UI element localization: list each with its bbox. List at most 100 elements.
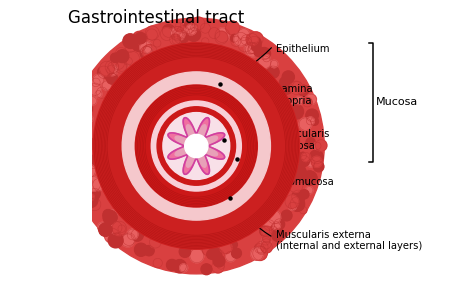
Circle shape [117,61,127,71]
Circle shape [95,91,102,98]
Circle shape [91,78,100,87]
Circle shape [257,246,265,255]
Polygon shape [168,118,225,174]
Circle shape [187,28,201,41]
Circle shape [107,65,118,76]
Circle shape [274,219,284,230]
Circle shape [231,36,241,46]
Circle shape [300,206,307,214]
Circle shape [253,246,267,260]
Circle shape [201,264,212,275]
Circle shape [125,41,136,52]
Polygon shape [175,125,218,167]
Circle shape [213,249,224,261]
Circle shape [231,34,238,42]
Circle shape [246,34,258,46]
Circle shape [246,42,260,57]
Circle shape [163,113,230,179]
Text: Muscularis externa
(internal and external layers): Muscularis externa (internal and externa… [276,230,422,251]
Circle shape [172,36,180,44]
Circle shape [104,228,119,243]
Circle shape [103,210,113,220]
Circle shape [268,211,281,224]
Circle shape [146,29,157,40]
Circle shape [76,119,91,134]
Circle shape [177,33,185,41]
Circle shape [76,169,90,183]
Circle shape [232,248,241,258]
Circle shape [290,81,303,95]
Circle shape [289,104,303,119]
Circle shape [74,113,85,124]
Circle shape [247,46,255,54]
Circle shape [184,19,195,29]
Circle shape [191,24,198,31]
Circle shape [299,152,307,160]
Circle shape [69,135,79,144]
Circle shape [71,169,84,183]
Circle shape [289,202,296,210]
Circle shape [202,244,214,256]
Circle shape [280,82,293,94]
Circle shape [86,177,100,191]
Text: Mucosa: Mucosa [376,98,418,107]
Circle shape [261,48,271,59]
Circle shape [77,190,87,200]
Circle shape [121,234,134,247]
Text: Lamina
propria: Lamina propria [276,84,313,106]
Circle shape [83,193,98,208]
Circle shape [93,43,300,249]
Circle shape [142,45,157,60]
Circle shape [157,107,236,185]
Circle shape [256,241,268,253]
Circle shape [75,179,83,187]
Circle shape [217,262,225,269]
Circle shape [299,86,306,93]
Circle shape [145,46,152,53]
Circle shape [68,18,324,274]
Circle shape [108,233,123,248]
Circle shape [251,248,264,260]
Circle shape [89,83,101,95]
Circle shape [171,27,184,40]
Circle shape [82,177,92,187]
Circle shape [122,72,271,220]
Circle shape [108,62,118,73]
Circle shape [88,198,101,211]
Circle shape [315,140,327,151]
Circle shape [69,119,79,128]
Circle shape [109,210,118,218]
Circle shape [174,30,188,44]
Circle shape [241,35,252,45]
Circle shape [292,107,302,118]
Circle shape [258,56,271,69]
Circle shape [82,164,95,178]
Circle shape [261,239,271,249]
Circle shape [73,121,81,129]
Circle shape [300,190,309,199]
Circle shape [166,260,178,270]
Text: Gastrointestinal tract: Gastrointestinal tract [67,9,244,27]
Circle shape [162,25,175,37]
Circle shape [275,228,283,236]
Circle shape [210,248,218,255]
Circle shape [71,158,84,171]
Circle shape [306,138,315,147]
Circle shape [269,226,277,234]
Circle shape [141,46,152,58]
Circle shape [290,197,305,211]
Circle shape [261,241,273,253]
Circle shape [113,233,122,241]
Circle shape [71,156,85,170]
Circle shape [123,233,135,246]
Circle shape [262,226,272,237]
Circle shape [226,21,239,35]
Circle shape [230,241,237,248]
Circle shape [173,260,186,273]
Circle shape [80,100,91,112]
Circle shape [116,48,127,59]
Circle shape [303,98,312,107]
Circle shape [191,30,200,39]
Circle shape [83,104,92,114]
Circle shape [179,32,189,42]
